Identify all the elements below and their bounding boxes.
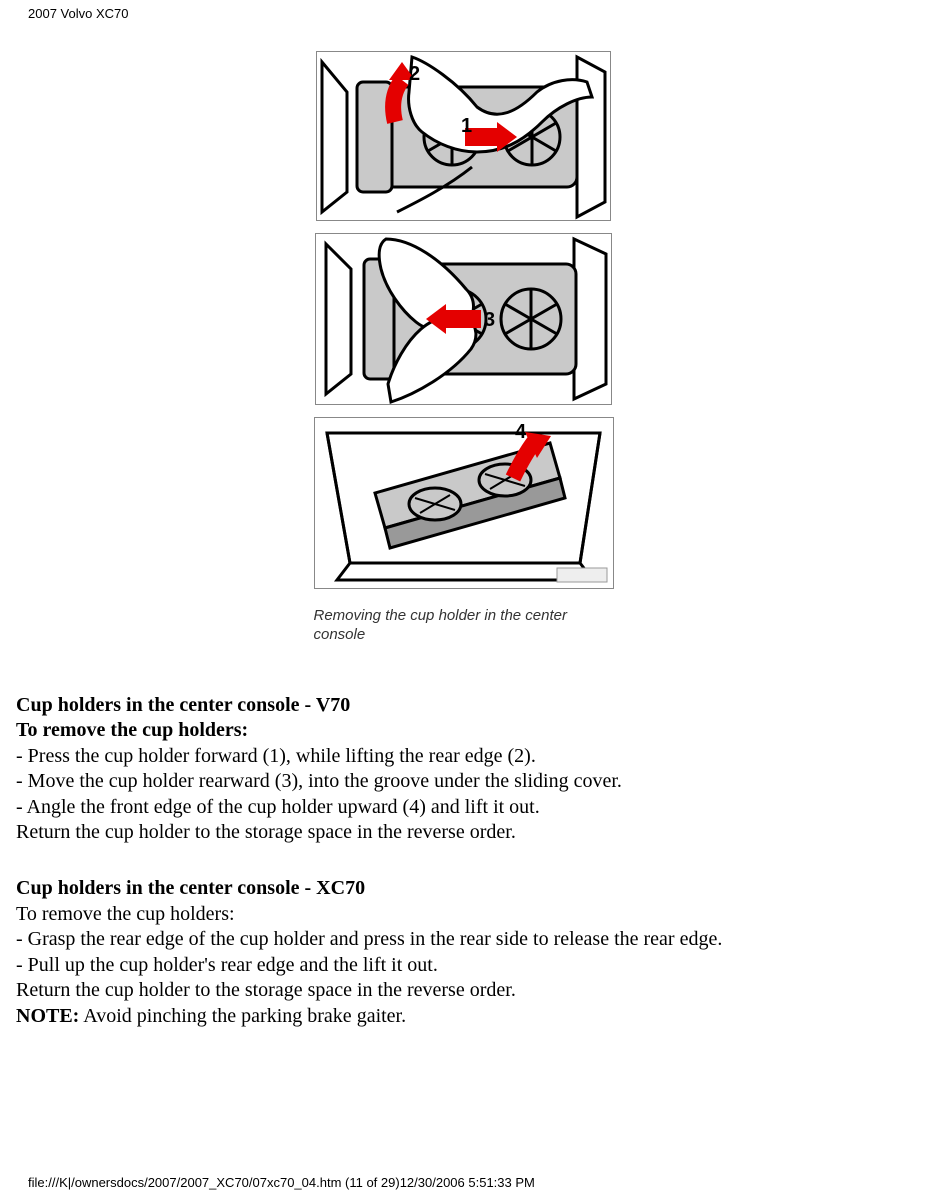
section1-step-3: - Angle the front edge of the cup holder… [16,795,911,821]
figure-caption: Removing the cup holder in the center co… [304,607,614,645]
section2-step-2: - Pull up the cup holder's rear edge and… [16,953,911,979]
section1-subtitle: To remove the cup holders: [16,718,911,744]
body-content: Cup holders in the center console - V70 … [0,645,927,1030]
fig3-label-4: 4 [515,421,527,443]
note-text: Avoid pinching the parking brake gaiter. [79,1005,406,1027]
section2-title: Cup holders in the center console - XC70 [16,876,911,902]
note-label: NOTE: [16,1005,79,1027]
section1-step-2: - Move the cup holder rearward (3), into… [16,769,911,795]
fig2-label-3: 3 [484,309,495,331]
section2-closing: Return the cup holder to the storage spa… [16,978,911,1004]
figure-panel-2: 3 [315,233,612,405]
figure-group: 1 2 [0,51,927,645]
page-footer: file:///K|/ownersdocs/2007/2007_XC70/07x… [28,1175,535,1190]
page-header: 2007 Volvo XC70 [0,0,927,21]
figure-panel-3: 4 [314,417,614,589]
fig1-label-1: 1 [461,115,472,137]
section2-step-1: - Grasp the rear edge of the cup holder … [16,927,911,953]
figure-panel-1: 1 2 [316,51,611,221]
section2-subtitle: To remove the cup holders: [16,902,911,928]
section1-step-1: - Press the cup holder forward (1), whil… [16,744,911,770]
section2-note: NOTE: Avoid pinching the parking brake g… [16,1004,911,1030]
fig1-label-2: 2 [409,63,420,85]
section1-closing: Return the cup holder to the storage spa… [16,820,911,846]
section1-title: Cup holders in the center console - V70 [16,693,911,719]
